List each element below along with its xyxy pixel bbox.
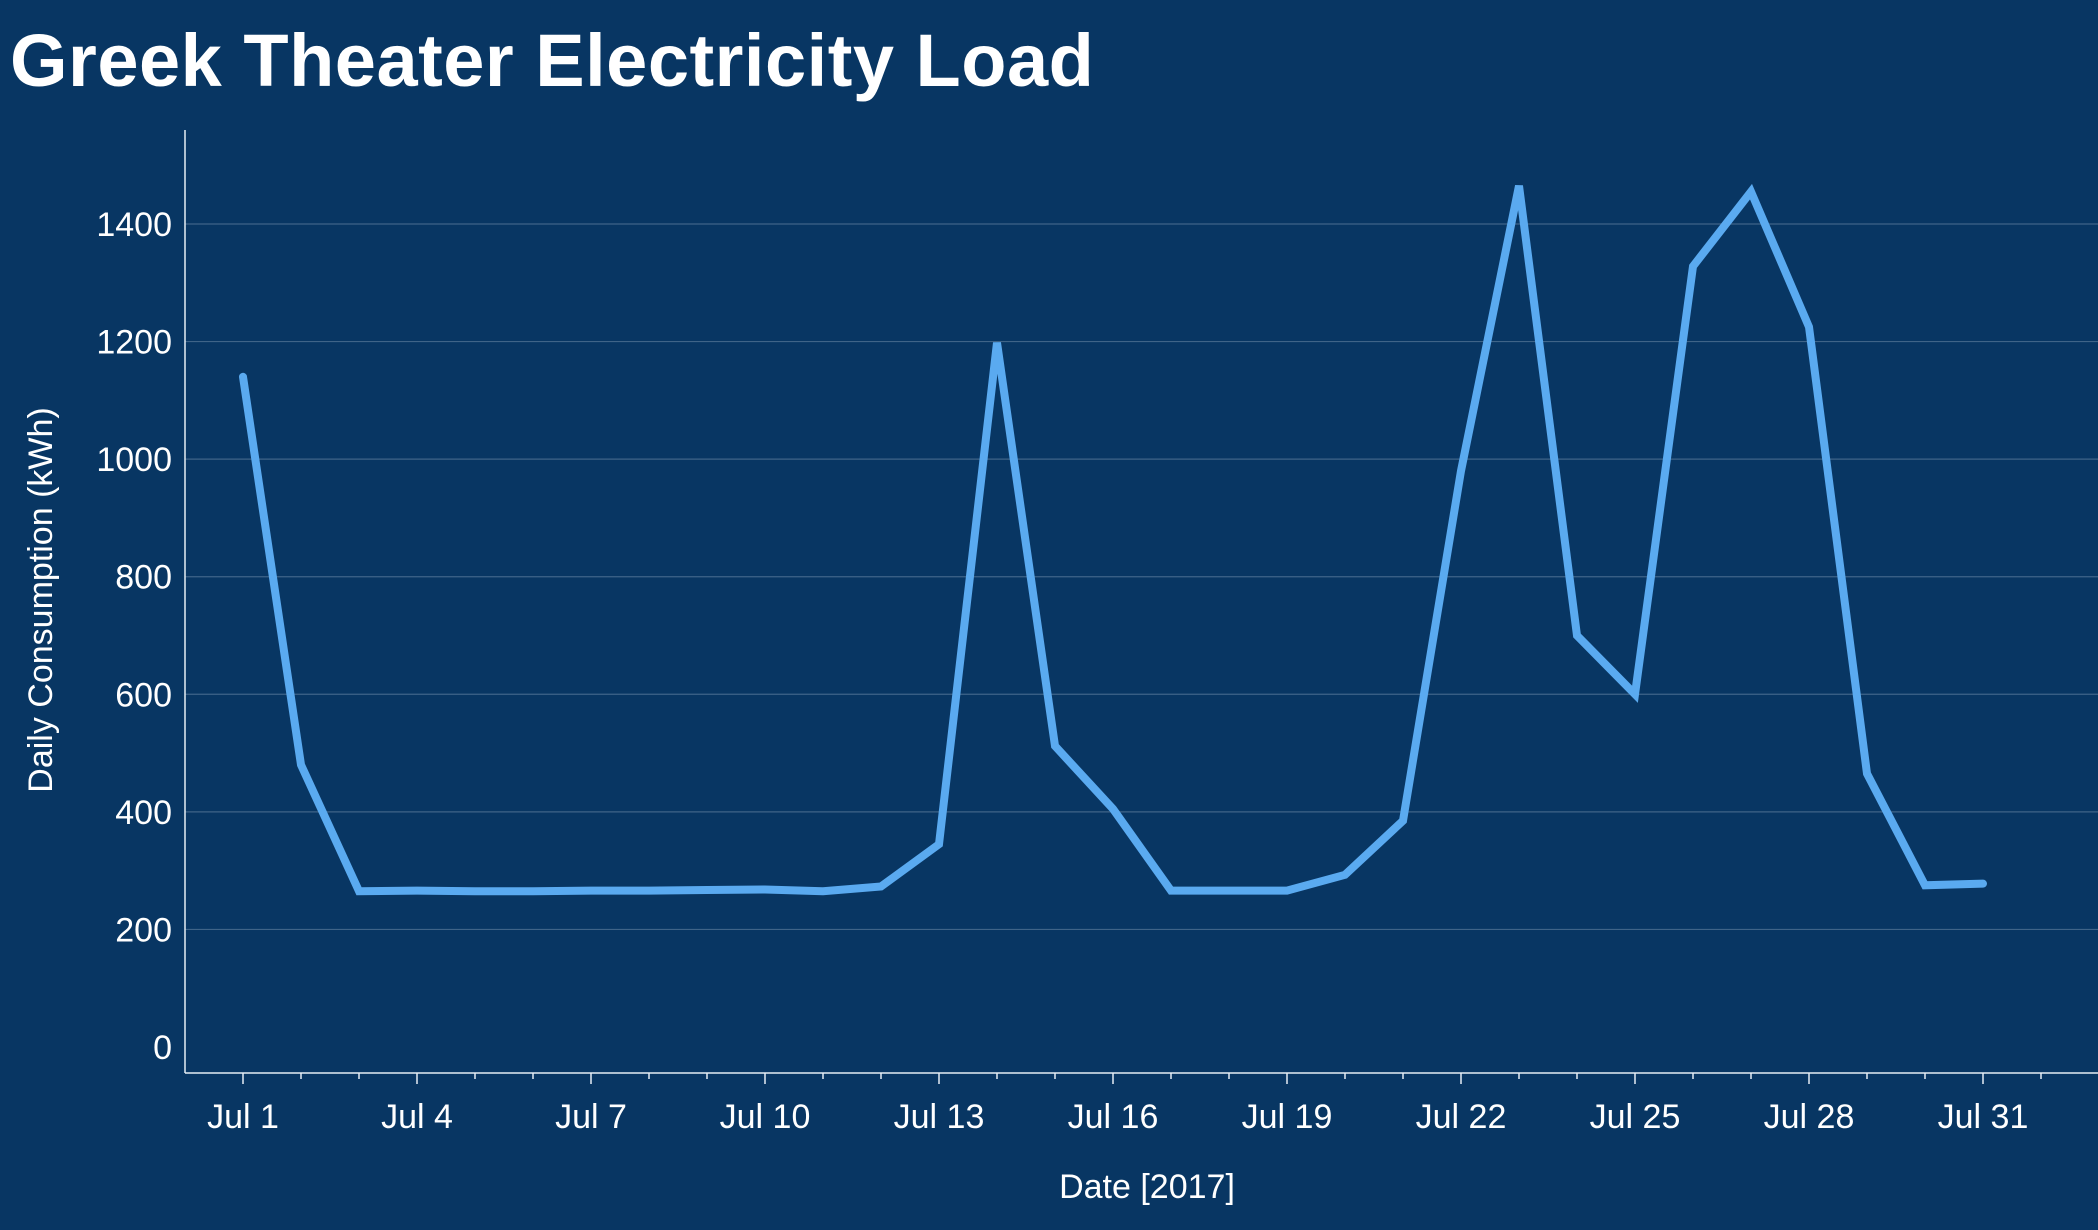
data-point bbox=[993, 339, 1001, 347]
data-point bbox=[471, 887, 479, 895]
data-point bbox=[1979, 880, 1987, 888]
data-point bbox=[935, 840, 943, 848]
data-point bbox=[239, 373, 247, 381]
x-tick-label: Jul 31 bbox=[1938, 1098, 2029, 1136]
x-tick-label: Jul 19 bbox=[1242, 1098, 1333, 1136]
x-tick-label: Jul 28 bbox=[1764, 1098, 1855, 1136]
x-axis-title: Date [2017] bbox=[1059, 1168, 1235, 1206]
y-tick-label: 800 bbox=[115, 559, 172, 597]
data-point bbox=[1863, 770, 1871, 778]
data-point bbox=[1399, 817, 1407, 825]
data-point bbox=[1457, 467, 1465, 475]
data-point bbox=[587, 887, 595, 895]
x-tick-label: Jul 16 bbox=[1068, 1098, 1159, 1136]
y-tick-label: 1400 bbox=[96, 206, 172, 244]
series bbox=[239, 182, 1987, 896]
data-point bbox=[413, 887, 421, 895]
x-tick-label: Jul 4 bbox=[381, 1098, 453, 1136]
chart-title: Greek Theater Electricity Load bbox=[10, 19, 1095, 102]
data-point bbox=[1051, 742, 1059, 750]
x-tick-label: Jul 25 bbox=[1590, 1098, 1681, 1136]
data-point bbox=[1225, 887, 1233, 895]
consumption-line bbox=[239, 183, 1987, 896]
data-point bbox=[877, 883, 885, 891]
x-tick-label: Jul 13 bbox=[894, 1098, 985, 1136]
data-point bbox=[819, 887, 827, 895]
data-point bbox=[1515, 182, 1523, 190]
tick-labels: 0 200 400 600 800 1000 1200 1400 Jul 1 Jul 4 Jul 7… bbox=[96, 206, 2028, 1136]
y-tick-label: 1200 bbox=[96, 324, 172, 362]
data-point bbox=[1283, 887, 1291, 895]
y-tick-label: 1000 bbox=[96, 441, 172, 479]
data-point bbox=[1573, 632, 1581, 640]
x-tick-label: Jul 10 bbox=[720, 1098, 811, 1136]
x-tick-label: Jul 7 bbox=[555, 1098, 627, 1136]
y-tick-label: 600 bbox=[115, 676, 172, 714]
data-point bbox=[1167, 887, 1175, 895]
data-point bbox=[1109, 805, 1117, 813]
data-point bbox=[1921, 881, 1929, 889]
data-point bbox=[297, 761, 305, 769]
x-tick-label: Jul 22 bbox=[1416, 1098, 1507, 1136]
data-point bbox=[355, 887, 363, 895]
data-point bbox=[1689, 262, 1697, 270]
data-point bbox=[529, 887, 537, 895]
y-tick-label: 0 bbox=[153, 1029, 172, 1067]
x-tick-label: Jul 1 bbox=[207, 1098, 279, 1136]
data-point bbox=[1805, 323, 1813, 331]
axes bbox=[184, 130, 2098, 1084]
data-point bbox=[1631, 690, 1639, 698]
y-axis-title: Daily Consumption (kWh) bbox=[22, 407, 60, 792]
y-tick-label: 400 bbox=[115, 794, 172, 832]
data-point bbox=[703, 886, 711, 894]
data-point bbox=[645, 887, 653, 895]
data-point bbox=[1747, 188, 1755, 196]
data-point bbox=[1341, 871, 1349, 879]
data-point bbox=[761, 885, 769, 893]
gridlines bbox=[185, 223, 2098, 931]
y-tick-label: 200 bbox=[115, 911, 172, 949]
